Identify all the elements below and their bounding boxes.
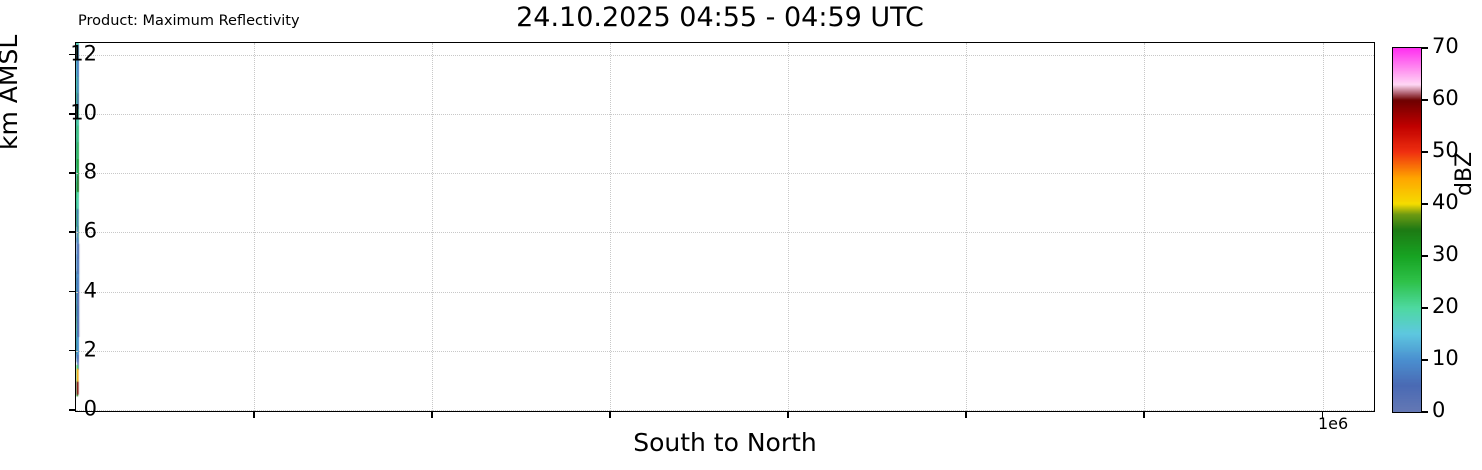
colorbar-tick-label: 70 bbox=[1432, 33, 1459, 58]
y-axis-tick-label: 10 bbox=[70, 100, 97, 125]
colorbar-tick-mark bbox=[1421, 359, 1428, 361]
y-axis-tick-label: 0 bbox=[83, 396, 97, 421]
colorbar-tick-label: 60 bbox=[1432, 85, 1459, 110]
colorbar-tick-mark bbox=[1421, 99, 1428, 101]
y-axis-tick-mark bbox=[69, 231, 75, 233]
colorbar-gradient bbox=[1392, 47, 1422, 413]
y-axis-label: km AMSL bbox=[0, 34, 23, 150]
x-axis-tick-mark bbox=[253, 412, 255, 418]
colorbar: 0 10 20 30 40 50 60 70 bbox=[1392, 34, 1459, 422]
y-axis-tick-mark bbox=[69, 290, 75, 293]
colorbar-tick-label: 40 bbox=[1432, 189, 1459, 214]
colorbar-tick-mark bbox=[1421, 255, 1428, 257]
gridline-horizontal bbox=[76, 410, 1374, 411]
colorbar-tick-mark bbox=[1421, 411, 1428, 413]
x-axis-label: South to North bbox=[633, 428, 817, 457]
colorbar-tick-mark bbox=[1421, 203, 1428, 205]
y-axis-tick-mark bbox=[69, 349, 75, 352]
x-axis-tick-mark bbox=[1321, 412, 1324, 418]
x-axis-tick-mark bbox=[609, 412, 611, 418]
colorbar-tick-label: 10 bbox=[1432, 345, 1459, 370]
y-axis-tick-mark bbox=[69, 172, 75, 174]
chart-title: 24.10.2025 04:55 - 04:59 UTC bbox=[516, 2, 924, 33]
y-axis-tick-label: 2 bbox=[83, 337, 97, 362]
y-axis-tick-label: 8 bbox=[83, 159, 97, 184]
colorbar-tick-mark bbox=[1421, 307, 1428, 309]
y-axis-tick-mark bbox=[69, 53, 75, 56]
colorbar-tick-label: 50 bbox=[1432, 137, 1459, 162]
colorbar-tick-label: 0 bbox=[1432, 397, 1446, 422]
colorbar-tick-mark bbox=[1421, 151, 1428, 153]
y-axis-tick-mark bbox=[69, 409, 75, 411]
x-axis-tick-mark bbox=[431, 412, 433, 418]
colorbar-tick-mark bbox=[1421, 47, 1428, 49]
reflectivity-heatmap bbox=[76, 43, 1373, 410]
x-axis-tick-mark bbox=[787, 412, 789, 418]
colorbar-tick-label: 20 bbox=[1432, 293, 1459, 318]
x-axis-offset-text: 1e6 bbox=[1318, 414, 1349, 433]
colorbar-title: dBZ bbox=[1452, 151, 1477, 196]
y-axis-tick-mark bbox=[69, 113, 75, 115]
y-axis-tick-label: 4 bbox=[83, 278, 97, 303]
y-axis-tick-label: 12 bbox=[70, 41, 97, 66]
plot-area bbox=[75, 42, 1375, 412]
colorbar-tick-label: 30 bbox=[1432, 241, 1459, 266]
x-axis-tick-mark bbox=[1143, 412, 1145, 418]
y-axis-tick-label: 6 bbox=[83, 218, 97, 243]
product-annotation: Product: Maximum Reflectivity bbox=[78, 13, 300, 29]
x-axis-tick-mark bbox=[965, 412, 967, 418]
